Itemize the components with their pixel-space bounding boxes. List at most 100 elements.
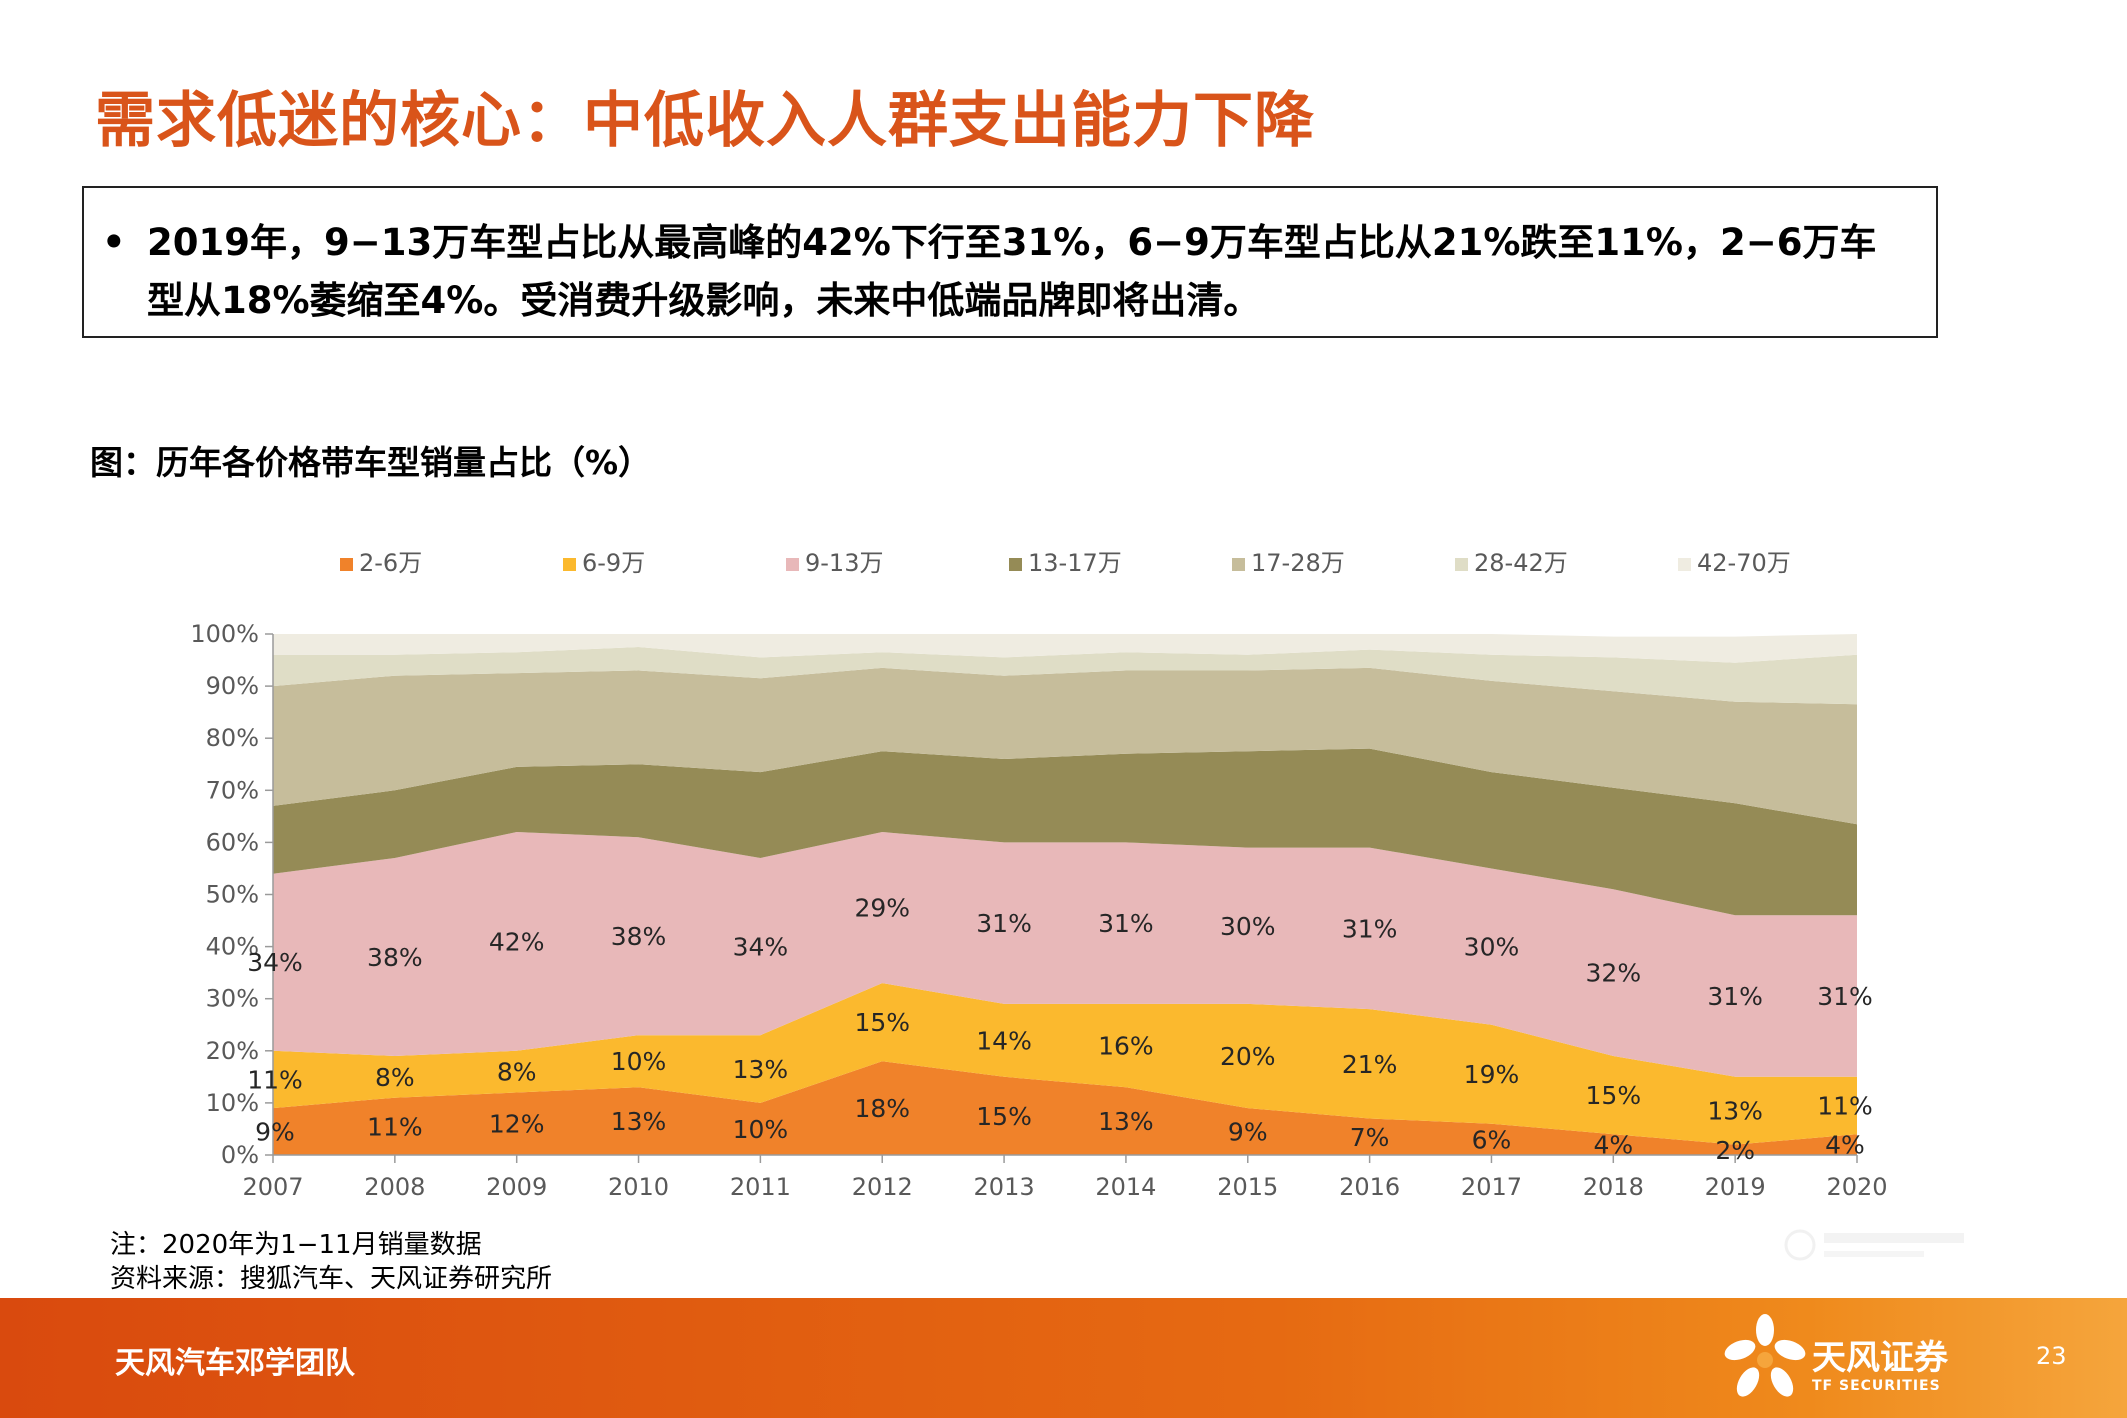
summary-box: • 2019年，9−13万车型占比从最高峰的42%下行至31%，6−9万车型占比… (82, 186, 1938, 338)
data-label: 32% (1586, 959, 1642, 988)
data-note: 注：2020年为1−11月销量数据 (110, 1230, 482, 1260)
y-tick-label: 80% (206, 724, 259, 752)
data-label: 8% (375, 1063, 415, 1092)
y-tick-label: 90% (206, 672, 259, 700)
legend-swatch (340, 558, 353, 571)
brand-name-en: TF SECURITIES (1812, 1378, 1941, 1394)
legend-label: 28-42万 (1474, 549, 1568, 577)
data-label: 13% (1707, 1097, 1763, 1126)
area-17-28万 (273, 667, 1857, 825)
data-label: 15% (854, 1008, 910, 1037)
x-tick-label: 2020 (1826, 1173, 1887, 1201)
y-tick-label: 30% (206, 985, 259, 1013)
y-tick-label: 10% (206, 1089, 259, 1117)
page-title: 需求低迷的核心：中低收入人群支出能力下降 (95, 86, 1315, 156)
data-label: 9% (1228, 1118, 1268, 1147)
stacked-area-chart: 0% 10% 20% 30% 40% 50% 60% 70% 80% 90% 100% 2007 200… (190, 549, 1887, 1201)
data-label: 31% (1707, 982, 1763, 1011)
footer-team-name: 天风汽车邓学团队 (115, 1346, 355, 1381)
flower-logo-icon (1724, 1314, 1806, 1397)
data-label: 14% (976, 1026, 1032, 1055)
page-number: 23 (2036, 1342, 2067, 1370)
data-label: 9% (255, 1118, 295, 1147)
x-tick-label: 2018 (1583, 1173, 1644, 1201)
legend-label: 2-6万 (359, 549, 422, 577)
legend-label: 42-70万 (1697, 549, 1791, 577)
bullet-symbol: • (102, 221, 126, 264)
x-tick-label: 2013 (974, 1173, 1035, 1201)
source-note: 资料来源：搜狐汽车、天风证券研究所 (110, 1264, 553, 1294)
data-label: 18% (854, 1094, 910, 1123)
brand-logo: 天风证券 TF SECURITIES (1720, 1312, 1980, 1408)
chart-caption: 图：历年各价格带车型销量占比（%） (90, 443, 652, 482)
data-label: 4% (1825, 1131, 1865, 1160)
data-label: 13% (1098, 1107, 1154, 1136)
data-label: 11% (1817, 1092, 1873, 1121)
data-label: 21% (1342, 1050, 1398, 1079)
data-label: 30% (1220, 912, 1276, 941)
data-label: 42% (489, 927, 545, 956)
legend-swatch (1455, 558, 1468, 571)
y-tick-label: 70% (206, 776, 259, 804)
data-label: 31% (1817, 982, 1873, 1011)
area-13-17万 (273, 748, 1857, 916)
legend-label: 6-9万 (582, 549, 645, 577)
x-tick-label: 2012 (852, 1173, 913, 1201)
data-label: 31% (976, 909, 1032, 938)
data-label: 13% (611, 1107, 667, 1136)
area-6-9万 (273, 983, 1857, 1145)
area-42-70万 (273, 634, 1857, 663)
x-tick-label: 2010 (608, 1173, 669, 1201)
y-tick-label: 50% (206, 881, 259, 909)
data-label: 11% (367, 1112, 423, 1141)
legend-label: 13-17万 (1028, 549, 1122, 577)
data-label: 2% (1715, 1136, 1755, 1165)
data-label: 34% (247, 948, 303, 977)
data-label: 29% (854, 894, 910, 923)
x-tick-label: 2007 (242, 1173, 303, 1201)
data-label: 6% (1472, 1125, 1512, 1154)
data-label: 30% (1464, 933, 1520, 962)
footer-bar: 天风汽车邓学团队 天风证券 TF SECURITIES 23 (0, 1298, 2127, 1418)
data-label: 10% (733, 1115, 789, 1144)
y-tick-label: 60% (206, 828, 259, 856)
watermark-logo (1784, 1229, 1964, 1261)
legend-label: 9-13万 (805, 549, 883, 577)
legend-label: 17-28万 (1251, 549, 1345, 577)
legend-swatch (1232, 558, 1245, 571)
data-label: 12% (489, 1110, 545, 1139)
x-tick-label: 2015 (1217, 1173, 1278, 1201)
data-label: 38% (611, 922, 667, 951)
y-tick-label: 100% (190, 620, 259, 648)
x-tick-label: 2011 (730, 1173, 791, 1201)
y-tick-label: 0% (221, 1141, 259, 1169)
legend-swatch (1009, 558, 1022, 571)
x-tick-label: 2017 (1461, 1173, 1522, 1201)
area-2-6万 (273, 1061, 1857, 1155)
data-label: 4% (1593, 1131, 1633, 1160)
y-tick-label: 20% (206, 1037, 259, 1065)
legend-swatch (1678, 558, 1691, 571)
summary-text: 2019年，9−13万车型占比从最高峰的42%下行至31%，6−9万车型占比从2… (147, 221, 1877, 322)
area-9-13万 (273, 832, 1857, 1077)
data-label: 13% (733, 1055, 789, 1084)
x-tick-label: 2008 (364, 1173, 425, 1201)
data-label: 19% (1464, 1060, 1520, 1089)
data-label: 31% (1342, 914, 1398, 943)
data-label: 34% (733, 933, 789, 962)
brand-name: 天风证券 (1812, 1338, 1948, 1378)
data-label: 31% (1098, 909, 1154, 938)
area-28-42万 (273, 647, 1857, 705)
data-label: 15% (1586, 1081, 1642, 1110)
data-label: 20% (1220, 1042, 1276, 1071)
x-tick-label: 2016 (1339, 1173, 1400, 1201)
data-label: 16% (1098, 1032, 1154, 1061)
legend-swatch (563, 558, 576, 571)
data-label: 8% (497, 1058, 537, 1087)
x-tick-label: 2014 (1095, 1173, 1156, 1201)
y-tick-label: 40% (206, 933, 259, 961)
data-label: 11% (247, 1065, 303, 1094)
x-tick-label: 2019 (1705, 1173, 1766, 1201)
data-label: 10% (611, 1047, 667, 1076)
x-tick-label: 2009 (486, 1173, 547, 1201)
